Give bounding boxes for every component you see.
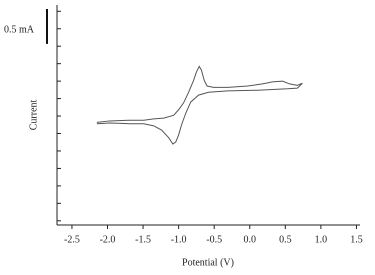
x-tick-label: 1.5 — [350, 234, 363, 245]
y-axis-label: Current — [28, 100, 39, 131]
x-tick-label: -2.5 — [64, 234, 80, 245]
x-tick-label: -0.5 — [206, 234, 222, 245]
x-axis-label: Potential (V) — [182, 257, 234, 268]
cv-curve — [96, 65, 303, 145]
x-tick-label: -1.5 — [135, 234, 151, 245]
scale-bar-label: 0.5 mA — [4, 24, 35, 35]
x-tick-label: 0.0 — [244, 234, 257, 245]
x-tick-label: 1.0 — [315, 234, 328, 245]
x-tick-label: -2.0 — [100, 234, 116, 245]
x-tick-label: 0.5 — [279, 234, 292, 245]
x-tick-label: -1.0 — [171, 234, 187, 245]
